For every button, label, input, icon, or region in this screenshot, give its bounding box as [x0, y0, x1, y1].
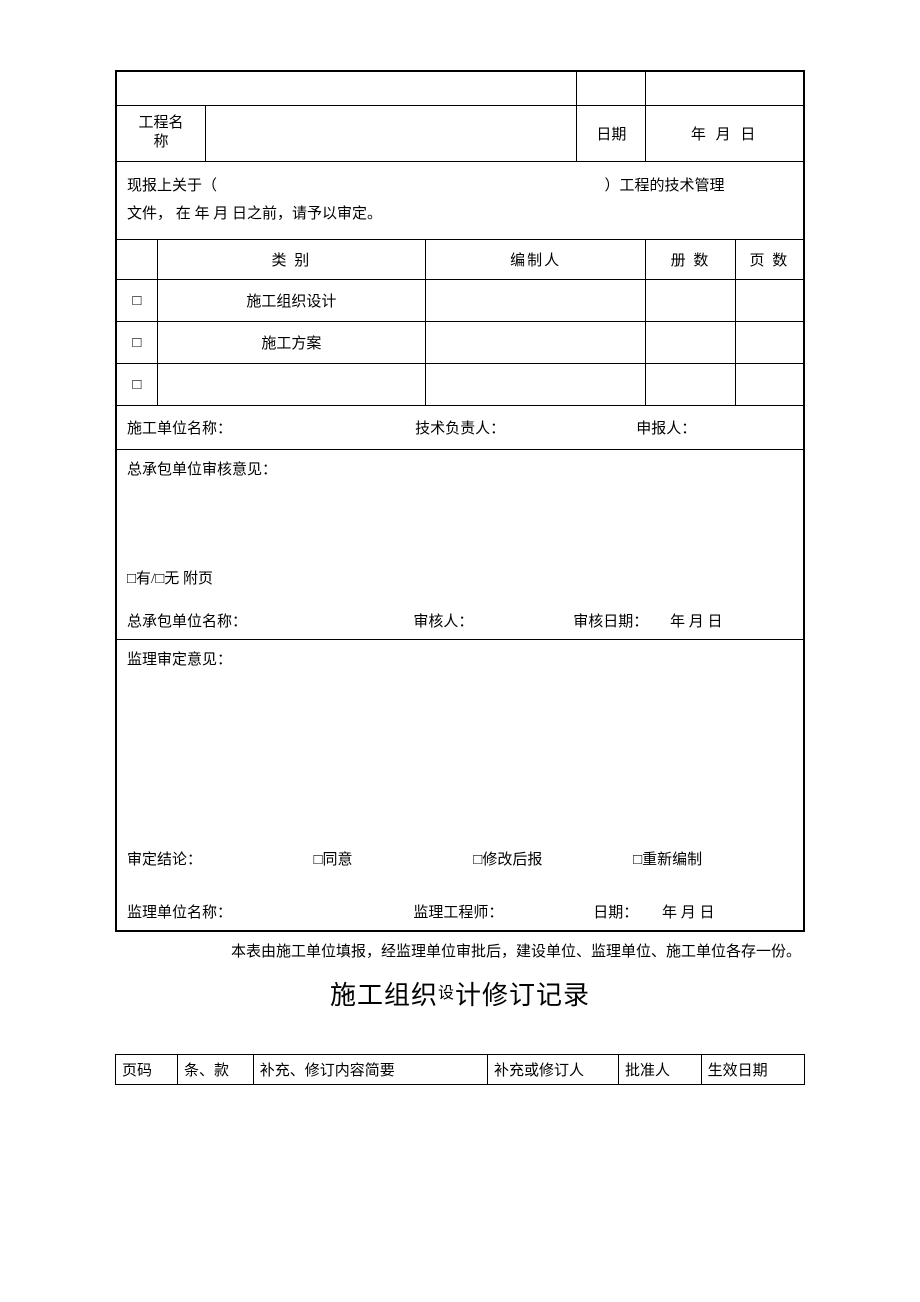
- row-signers: 施工单位名称： 技术负责人： 申报人：: [116, 405, 804, 449]
- label-contractor-opinion: 总承包单位审核意见：: [127, 458, 793, 479]
- option-revise[interactable]: □修改后报: [473, 848, 633, 869]
- main-form-table: 工程名 称 日期 年 月 日 现报上关于（ ）工程的技术管理 文件， 在 年 月…: [115, 70, 805, 932]
- field-pages-2[interactable]: [735, 321, 804, 363]
- option-redo[interactable]: □重新编制: [633, 848, 793, 869]
- rev-col-summary: 补充、修订内容简要: [253, 1055, 487, 1085]
- field-pages-1[interactable]: [735, 279, 804, 321]
- row-category-3: □: [116, 363, 804, 405]
- field-date[interactable]: 年 月 日: [646, 105, 804, 161]
- row-category-header: 类 别 编制人 册 数 页 数: [116, 239, 804, 279]
- rev-col-effective: 生效日期: [701, 1055, 804, 1085]
- label-supervisor-opinion: 监理审定意见：: [127, 648, 793, 669]
- label-tech-lead: 技术负责人：: [415, 417, 636, 438]
- label-construction-unit: 施工单位名称：: [127, 417, 415, 438]
- field-project-name[interactable]: [205, 105, 577, 161]
- option-agree[interactable]: □同意: [313, 848, 473, 869]
- label-contractor-name: 总承包单位名称：: [127, 610, 413, 631]
- label-review-date: 审核日期：: [573, 614, 648, 630]
- category-2-label: 施工方案: [157, 321, 425, 363]
- checkbox-3[interactable]: □: [116, 363, 157, 405]
- row-category-1: □ 施工组织设计: [116, 279, 804, 321]
- rev-col-approver: 批准人: [618, 1055, 701, 1085]
- field-volumes-3[interactable]: [646, 363, 735, 405]
- checkbox-1[interactable]: □: [116, 279, 157, 321]
- revision-header-row: 页码 条、款 补充、修订内容简要 补充或修订人 批准人 生效日期: [116, 1055, 805, 1085]
- label-applicant: 申报人：: [636, 417, 797, 438]
- label-supervisor-unit: 监理单位名称：: [127, 901, 413, 922]
- header-pages: 页 数: [735, 239, 804, 279]
- label-attachment: □有/□无 附页: [127, 567, 793, 588]
- label-reviewer: 审核人：: [413, 610, 573, 631]
- header-category: 类 别: [157, 239, 425, 279]
- field-volumes-2[interactable]: [646, 321, 735, 363]
- label-conclusion: 审定结论：: [127, 848, 313, 869]
- label-project-name: 工程名 称: [116, 105, 205, 161]
- header-volumes: 册 数: [646, 239, 735, 279]
- revision-table: 页码 条、款 补充、修订内容简要 补充或修订人 批准人 生效日期: [115, 1054, 805, 1085]
- row-contractor-review: 总承包单位审核意见： □有/□无 附页 总承包单位名称： 审核人： 审核日期： …: [116, 449, 804, 639]
- revision-heading: 施工组织设计修订记录: [115, 975, 805, 1012]
- narrative-text: 现报上关于（ ）工程的技术管理: [127, 172, 793, 201]
- footnote: 本表由施工单位填报，经监理单位审批后，建设单位、监理单位、施工单位各存一份。: [115, 940, 805, 961]
- category-1-label: 施工组织设计: [157, 279, 425, 321]
- field-volumes-1[interactable]: [646, 279, 735, 321]
- field-sup-date[interactable]: 年 月 日: [662, 905, 715, 921]
- rev-col-page: 页码: [116, 1055, 178, 1085]
- field-author-3[interactable]: [426, 363, 646, 405]
- checkbox-2[interactable]: □: [116, 321, 157, 363]
- field-pages-3[interactable]: [735, 363, 804, 405]
- row-project-date: 工程名 称 日期 年 月 日: [116, 105, 804, 161]
- field-author-2[interactable]: [426, 321, 646, 363]
- category-3-label[interactable]: [157, 363, 425, 405]
- rev-col-reviser: 补充或修订人: [488, 1055, 619, 1085]
- row-category-2: □ 施工方案: [116, 321, 804, 363]
- label-date: 日期: [577, 105, 646, 161]
- row-narrative: 现报上关于（ ）工程的技术管理 文件， 在 年 月 日之前，请予以审定。: [116, 161, 804, 239]
- row-blank: [116, 71, 804, 105]
- rev-col-clause: 条、款: [178, 1055, 254, 1085]
- label-supervisor-eng: 监理工程师：: [413, 901, 593, 922]
- label-sup-date: 日期：: [593, 905, 638, 921]
- field-review-date[interactable]: 年 月 日: [670, 614, 723, 630]
- header-author: 编制人: [426, 239, 646, 279]
- field-author-1[interactable]: [426, 279, 646, 321]
- row-supervisor-review: 监理审定意见： 审定结论： □同意 □修改后报 □重新编制 监理单位名称： 监理…: [116, 639, 804, 931]
- narrative-text-line2: 文件， 在 年 月 日之前，请予以审定。: [127, 200, 793, 229]
